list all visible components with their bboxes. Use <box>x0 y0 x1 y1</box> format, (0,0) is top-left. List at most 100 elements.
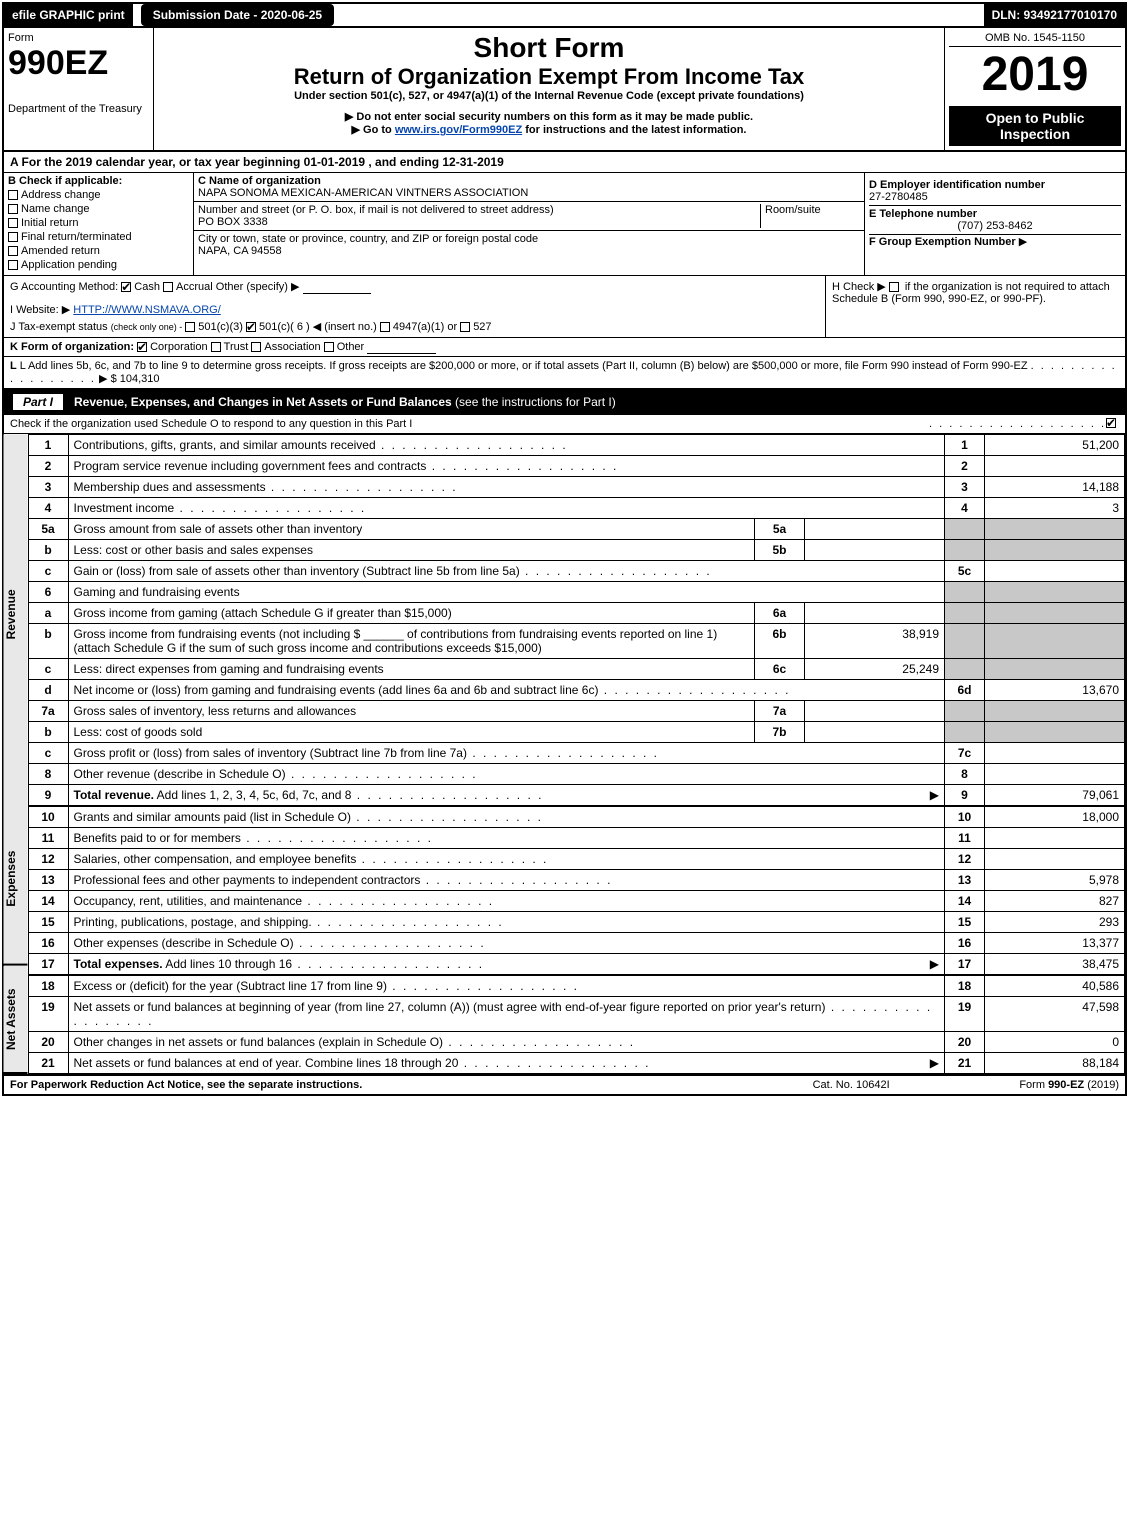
j-sub: (check only one) - <box>111 322 183 332</box>
applicable-checkbox[interactable] <box>8 218 18 228</box>
line-number-cell: 6d <box>945 680 985 701</box>
part-1-label: Part I <box>12 393 64 411</box>
form-label: Form <box>8 32 149 44</box>
check-line: Amended return <box>8 245 189 257</box>
k-assoc-checkbox[interactable] <box>251 342 261 352</box>
table-row: dNet income or (loss) from gaming and fu… <box>28 680 1125 701</box>
irs-link[interactable]: www.irs.gov/Form990EZ <box>395 124 522 136</box>
row-desc: Total revenue. Add lines 1, 2, 3, 4, 5c,… <box>68 785 945 807</box>
amount-cell: 51,200 <box>985 435 1125 456</box>
j-501c-checkbox[interactable] <box>246 322 256 332</box>
j-opt4: 527 <box>473 321 491 333</box>
b-header: B Check if applicable: <box>8 175 189 187</box>
k-label: K Form of organization: <box>10 341 134 353</box>
amount-cell <box>985 828 1125 849</box>
h-checkbox[interactable] <box>889 282 899 292</box>
line-number-cell <box>945 603 985 624</box>
schedule-o-text: Check if the organization used Schedule … <box>10 418 929 430</box>
j-527-checkbox[interactable] <box>460 322 470 332</box>
k-other: Other <box>337 341 365 353</box>
amount-cell <box>985 603 1125 624</box>
cash-checkbox[interactable] <box>121 282 131 292</box>
applicable-checkbox[interactable] <box>8 190 18 200</box>
telephone-value: (707) 253-8462 <box>869 220 1121 232</box>
row-desc: Program service revenue including govern… <box>68 456 945 477</box>
row-number: 11 <box>28 828 68 849</box>
j-501c3-checkbox[interactable] <box>185 322 195 332</box>
table-row: 11Benefits paid to or for members11 <box>28 828 1125 849</box>
row-number: 6 <box>28 582 68 603</box>
amount-cell: 0 <box>985 1032 1125 1053</box>
table-row: cGross profit or (loss) from sales of in… <box>28 743 1125 764</box>
row-number: c <box>28 659 68 680</box>
row-number: b <box>28 624 68 659</box>
row-number: d <box>28 680 68 701</box>
part-1-header: Part I Revenue, Expenses, and Changes in… <box>4 389 1125 415</box>
applicable-checkbox[interactable] <box>8 232 18 242</box>
accrual-label: Accrual <box>176 281 213 293</box>
row-number: b <box>28 722 68 743</box>
row-desc: Gaming and fundraising events <box>68 582 945 603</box>
cash-label: Cash <box>134 281 160 293</box>
sub-value <box>805 701 945 722</box>
line-number-cell: 5c <box>945 561 985 582</box>
line-number-cell: 11 <box>945 828 985 849</box>
header-grid: Form 990EZ Department of the Treasury Sh… <box>4 28 1125 152</box>
sub-value <box>805 603 945 624</box>
applicable-checkbox[interactable] <box>8 260 18 270</box>
sub-line-number: 6c <box>755 659 805 680</box>
f-arrow: ▶ <box>1019 236 1027 248</box>
amount-cell <box>985 659 1125 680</box>
subtitle-2: ▶ Do not enter social security numbers o… <box>158 110 940 123</box>
row-desc: Membership dues and assessments <box>68 477 945 498</box>
line-k: K Form of organization: Corporation Trus… <box>4 338 1125 357</box>
line-g: G Accounting Method: Cash Accrual Other … <box>10 280 819 293</box>
line-number-cell <box>945 659 985 680</box>
k-trust-checkbox[interactable] <box>211 342 221 352</box>
table-row: 3Membership dues and assessments314,188 <box>28 477 1125 498</box>
i-label: I Website: ▶ <box>10 304 70 316</box>
k-corp-checkbox[interactable] <box>137 342 147 352</box>
amount-cell <box>985 743 1125 764</box>
sub-line-number: 5a <box>755 519 805 540</box>
header-right: OMB No. 1545-1150 2019 Open to Public In… <box>945 28 1125 150</box>
schedule-o-checkbox[interactable] <box>1106 418 1116 428</box>
table-row: bLess: cost of goods sold7b <box>28 722 1125 743</box>
row-desc: Total expenses. Add lines 10 through 16 … <box>68 954 945 976</box>
row-number: 10 <box>28 806 68 828</box>
row-number: 17 <box>28 954 68 976</box>
row-number: 15 <box>28 912 68 933</box>
h-block: H Check ▶ if the organization is not req… <box>825 276 1125 337</box>
e-label: E Telephone number <box>869 208 977 220</box>
k-assoc: Association <box>264 341 320 353</box>
accrual-checkbox[interactable] <box>163 282 173 292</box>
amount-cell <box>985 701 1125 722</box>
sub3-pre: ▶ Go to <box>352 124 395 136</box>
k-other-checkbox[interactable] <box>324 342 334 352</box>
row-number: 12 <box>28 849 68 870</box>
sub-value <box>805 722 945 743</box>
amount-cell: 3 <box>985 498 1125 519</box>
header-left: Form 990EZ Department of the Treasury <box>4 28 154 150</box>
table-row: bGross income from fundraising events (n… <box>28 624 1125 659</box>
line-number-cell <box>945 519 985 540</box>
amount-cell: 827 <box>985 891 1125 912</box>
table-row: 19Net assets or fund balances at beginni… <box>28 997 1125 1032</box>
line-number-cell: 3 <box>945 477 985 498</box>
row-number: 3 <box>28 477 68 498</box>
table-row: 9Total revenue. Add lines 1, 2, 3, 4, 5c… <box>28 785 1125 807</box>
website-link[interactable]: HTTP://WWW.NSMAVA.ORG/ <box>73 304 220 316</box>
row-desc: Investment income <box>68 498 945 519</box>
applicable-checkbox[interactable] <box>8 246 18 256</box>
c-city-label: City or town, state or province, country… <box>198 233 538 245</box>
org-city: NAPA, CA 94558 <box>198 245 282 257</box>
section-c: C Name of organization NAPA SONOMA MEXIC… <box>194 173 865 275</box>
row-desc: Less: direct expenses from gaming and fu… <box>68 659 755 680</box>
amount-cell: 40,586 <box>985 975 1125 997</box>
applicable-checkbox[interactable] <box>8 204 18 214</box>
j-4947-checkbox[interactable] <box>380 322 390 332</box>
check-line: Initial return <box>8 217 189 229</box>
part-1-title: Revenue, Expenses, and Changes in Net As… <box>74 395 452 409</box>
org-block: B Check if applicable: Address changeNam… <box>4 173 1125 276</box>
efile-label[interactable]: efile GRAPHIC print <box>4 4 133 26</box>
